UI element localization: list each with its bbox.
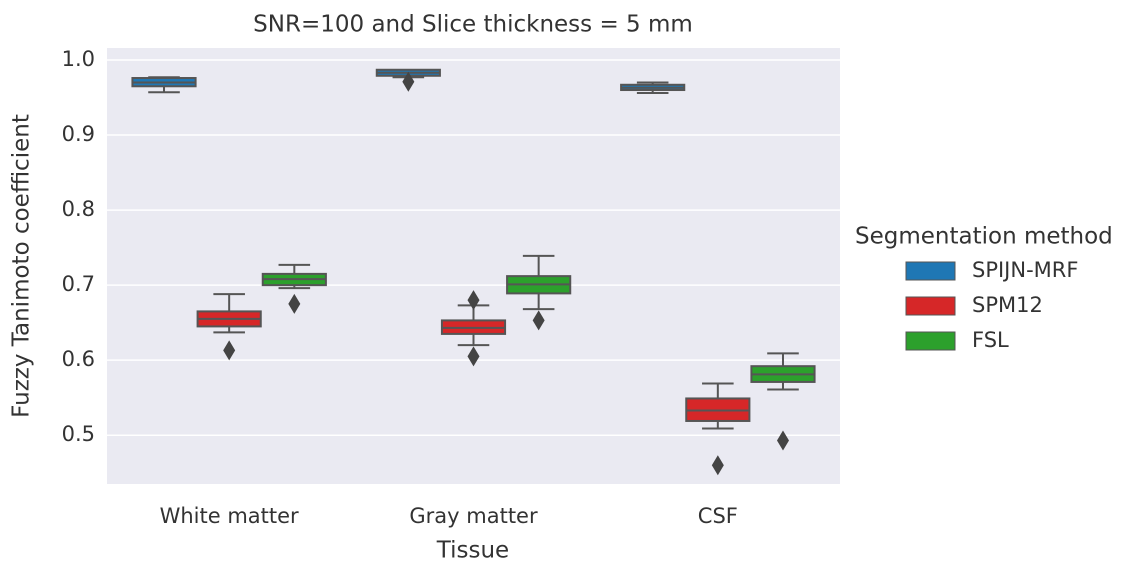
legend-label: FSL xyxy=(972,328,1009,352)
whisker-low xyxy=(767,381,799,391)
chart-title: SNR=100 and Slice thickness = 5 mm xyxy=(253,12,693,38)
whisker-high xyxy=(278,263,311,274)
legend-swatch xyxy=(905,261,956,281)
y-tick-label: 1.0 xyxy=(62,47,95,71)
whisker-low xyxy=(702,420,734,430)
y-tick-label: 0.6 xyxy=(62,347,95,371)
y-tick-label: 0.9 xyxy=(62,122,95,146)
legend-swatch xyxy=(905,296,956,316)
flier xyxy=(532,310,545,331)
y-tick-label: 0.5 xyxy=(62,422,95,446)
whisker-high xyxy=(522,254,555,277)
whisker-high xyxy=(767,352,799,367)
legend-swatch xyxy=(905,331,956,351)
flier xyxy=(711,455,724,476)
whisker-low xyxy=(213,326,245,334)
legend-title: Segmentation method xyxy=(855,224,1113,250)
whisker-low xyxy=(457,333,490,347)
whisker-high xyxy=(702,382,734,399)
flier xyxy=(776,430,789,451)
x-tick-label: White matter xyxy=(160,504,299,528)
x-tick-label: Gray matter xyxy=(409,504,538,528)
x-axis-label: Tissue xyxy=(436,538,509,562)
y-tick-label: 0.8 xyxy=(62,197,95,221)
legend-label: SPIJN-MRF xyxy=(972,258,1078,282)
flier xyxy=(467,290,480,311)
whisker-low xyxy=(148,86,180,94)
flier xyxy=(402,71,415,92)
whisker-high xyxy=(213,293,245,312)
y-axis-label: Fuzzy Tanimoto coefficient xyxy=(9,114,35,418)
flier xyxy=(223,340,236,361)
y-tick-label: 0.7 xyxy=(62,272,95,296)
whisker-low xyxy=(522,293,555,311)
x-tick-label: CSF xyxy=(698,504,738,528)
flier xyxy=(467,346,480,367)
flier xyxy=(288,293,301,314)
legend-label: SPM12 xyxy=(972,293,1043,317)
